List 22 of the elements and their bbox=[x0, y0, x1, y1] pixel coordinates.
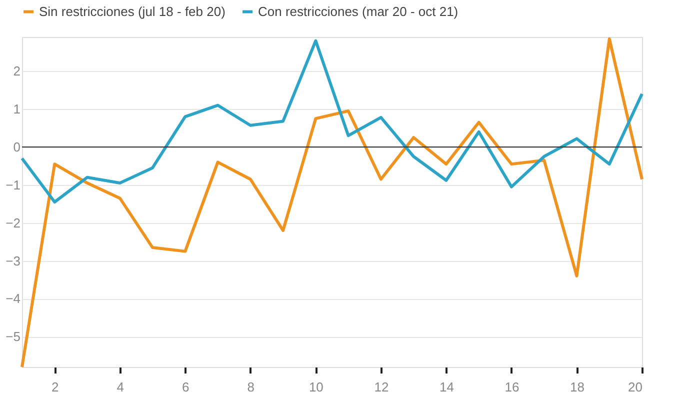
y-tick-label: 2 bbox=[13, 64, 20, 79]
legend-label: Sin restricciones (jul 18 - feb 20) bbox=[39, 4, 226, 19]
line-series bbox=[20, 39, 644, 204]
x-tick-label: 8 bbox=[247, 380, 255, 394]
y-tick-label: −5 bbox=[6, 329, 20, 344]
y-tick-label: −4 bbox=[6, 291, 20, 306]
x-tick-label: 2 bbox=[52, 380, 59, 394]
x-tick-label: 18 bbox=[570, 380, 584, 394]
legend-label: Con restricciones (mar 20 - oct 21) bbox=[258, 4, 458, 19]
y-tick-label: −2 bbox=[6, 215, 20, 230]
y-tick-label: −1 bbox=[6, 177, 20, 192]
y-tick-label: −3 bbox=[6, 253, 20, 268]
x-tick-label: 6 bbox=[182, 380, 190, 394]
y-tick-label: 1 bbox=[13, 102, 20, 117]
y-tick-label: 0 bbox=[13, 140, 20, 154]
x-tick-label: 16 bbox=[504, 380, 520, 394]
x-tick-label: 12 bbox=[374, 380, 389, 394]
x-tick-label: 10 bbox=[308, 380, 324, 394]
x-tick-label: 14 bbox=[439, 380, 454, 394]
x-tick-label: 20 bbox=[628, 380, 642, 394]
line-series bbox=[20, 37, 644, 368]
x-tick-label: 4 bbox=[116, 380, 124, 394]
